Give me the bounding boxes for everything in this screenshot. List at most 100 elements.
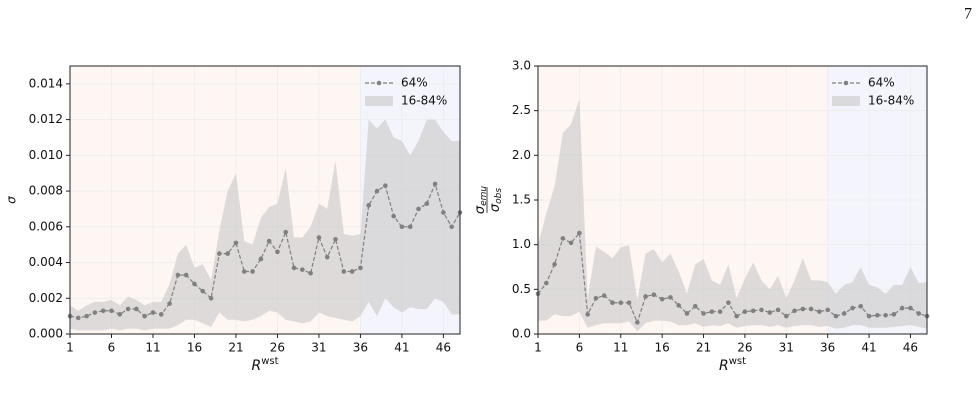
point (833, 313, 839, 319)
point (568, 240, 574, 246)
point (391, 213, 396, 219)
x-tick-label: 41 (394, 341, 409, 355)
point (626, 300, 632, 306)
point (825, 307, 830, 313)
point (117, 312, 123, 317)
point (283, 229, 289, 235)
point (808, 306, 814, 312)
x-tick-label: 46 (903, 341, 918, 355)
point (158, 312, 164, 317)
point (908, 305, 913, 311)
point (841, 311, 847, 316)
point (560, 236, 566, 241)
point (543, 280, 549, 286)
y-tick-label: 0.006 (29, 219, 63, 233)
y-tick-label: 0.000 (29, 327, 63, 341)
point (258, 256, 264, 262)
point (734, 313, 739, 319)
x-tick-label: 46 (436, 341, 451, 355)
point (291, 265, 297, 271)
point (593, 295, 599, 301)
point (601, 293, 607, 298)
legend-swatch (843, 80, 849, 86)
point (383, 183, 388, 189)
point (109, 308, 114, 314)
x-tick-label: 6 (576, 341, 584, 355)
point (709, 309, 715, 314)
point (866, 313, 872, 319)
point (175, 272, 181, 278)
y-tick-label: 2.5 (512, 103, 531, 117)
point (150, 310, 156, 315)
y-label-numerator: σemu (473, 186, 489, 215)
point (916, 311, 922, 316)
legend-swatch (376, 80, 382, 86)
x-axis-label: Rwst (719, 356, 746, 374)
x-tick-label: 41 (861, 341, 876, 355)
legend-label: 64% (401, 76, 428, 90)
point (684, 311, 690, 316)
x-axis-label: Rwst (251, 356, 278, 374)
point (800, 306, 806, 312)
y-label-part: σ (488, 203, 503, 212)
plot-frame (69, 65, 461, 335)
legend-swatch (365, 96, 393, 106)
point (651, 292, 657, 297)
legend-label: 16-84% (868, 94, 914, 108)
point (577, 230, 582, 236)
y-tick-label: 0.5 (512, 282, 531, 296)
point (275, 249, 280, 255)
point (899, 305, 905, 311)
point (767, 310, 773, 315)
point (308, 270, 313, 276)
y-tick-label: 3.0 (512, 59, 531, 73)
point (432, 181, 438, 187)
page-number: 7 (964, 6, 972, 23)
point (659, 296, 665, 302)
x-tick-label: 16 (187, 341, 202, 355)
point (742, 309, 748, 314)
y-tick-label: 0.0 (512, 327, 531, 341)
point (750, 308, 756, 314)
point (416, 206, 421, 212)
point (192, 281, 197, 287)
point (618, 300, 624, 306)
plot-frame (537, 65, 928, 335)
point (891, 312, 897, 317)
legend-swatch (832, 96, 860, 106)
point (668, 295, 673, 300)
point (399, 224, 405, 230)
point (266, 238, 272, 244)
point (208, 295, 214, 301)
band (538, 99, 927, 332)
point (100, 308, 106, 314)
point (676, 303, 682, 308)
point (75, 315, 81, 321)
point (84, 313, 89, 319)
y-label-part: σ (473, 205, 488, 214)
point (167, 301, 172, 306)
x-tick-label: 11 (145, 341, 160, 355)
x-tick-label: 21 (696, 341, 711, 355)
band (70, 119, 460, 331)
point (424, 201, 430, 206)
y-label-denominator: σobs (488, 188, 504, 212)
point (858, 304, 864, 309)
x-tick-label: 31 (311, 341, 326, 355)
point (241, 269, 247, 274)
y-tick-label: 0.012 (29, 112, 63, 126)
y-tick-label: 0.002 (29, 291, 63, 305)
point (441, 210, 446, 215)
point (759, 307, 764, 313)
point (552, 262, 557, 267)
point (635, 320, 640, 325)
point (875, 312, 880, 318)
point (217, 251, 222, 256)
y-tick-label: 1.0 (512, 237, 531, 251)
point (883, 312, 888, 318)
point (134, 306, 139, 312)
point (200, 288, 206, 294)
point (692, 304, 698, 309)
legend-label: 16-84% (401, 94, 447, 108)
